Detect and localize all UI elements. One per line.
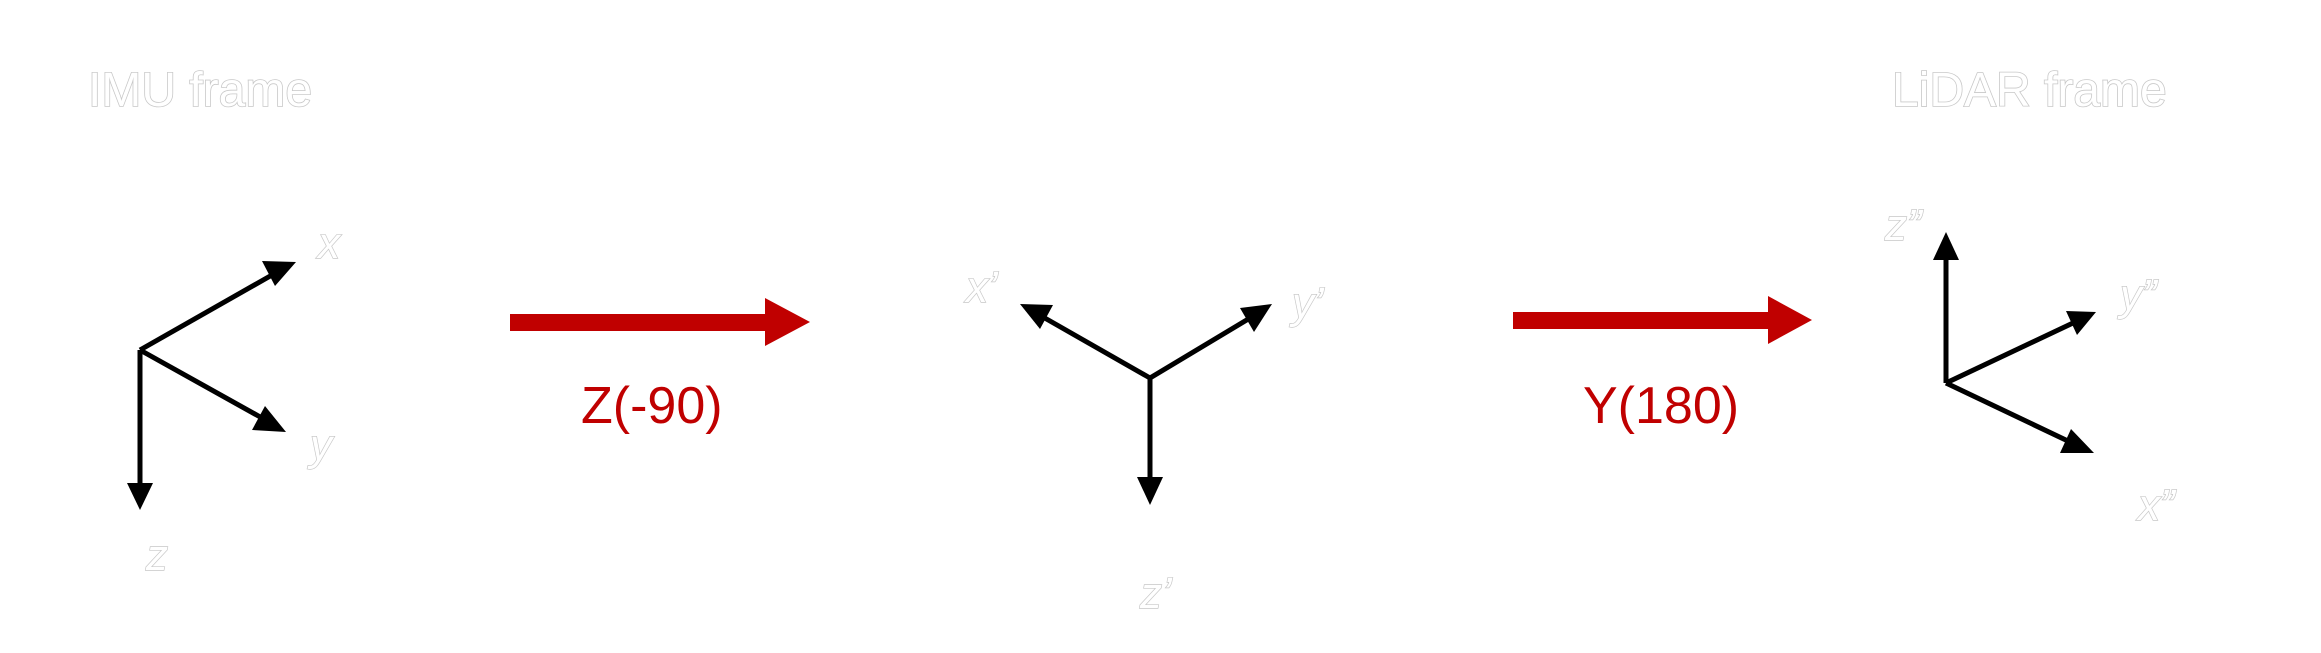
imu-y-axis: [138, 347, 264, 421]
intermediate-axes: [1020, 304, 1272, 505]
imu-x-axis: [138, 272, 274, 353]
rotation-arrow-1-shaft: [510, 314, 768, 331]
rotation-label-z: Z(-90): [581, 377, 723, 435]
intermediate-y-axis: [1148, 315, 1252, 381]
lidar-z-label: z”: [1884, 201, 1924, 250]
rotation-label-y: Y(180): [1583, 377, 1739, 435]
imu-frame-title: IMU frame: [88, 64, 312, 117]
rotation-arrow-2-head: [1768, 296, 1812, 344]
intermediate-y-label: y’: [1289, 279, 1325, 328]
imu-y-label: y: [307, 421, 335, 470]
lidar-z-arrowhead: [1933, 232, 1959, 260]
intermediate-x-label: x’: [964, 263, 999, 312]
intermediate-x-axis: [1041, 314, 1152, 381]
imu-x-label: x: [316, 219, 342, 268]
imu-z-label: z: [145, 531, 168, 580]
rotation-arrow-2: [1513, 296, 1812, 344]
intermediate-z-label: z’: [1139, 569, 1173, 618]
rotation-arrow-2-shaft: [1513, 312, 1771, 329]
lidar-x-axis: [1944, 380, 2072, 445]
imu-y-arrowhead: [252, 406, 286, 432]
intermediate-y-arrowhead: [1240, 304, 1272, 332]
lidar-frame-title: LiDAR frame: [1892, 64, 2167, 117]
imu-x-arrowhead: [262, 261, 296, 286]
intermediate-x-arrowhead: [1020, 304, 1053, 329]
rotation-arrow-1: [510, 298, 810, 346]
lidar-y-axis: [1944, 320, 2075, 386]
lidar-axes: [1933, 232, 2096, 453]
rotation-arrow-1-head: [765, 298, 810, 346]
lidar-y-label: y”: [2117, 271, 2159, 320]
lidar-x-arrowhead: [2060, 429, 2094, 453]
lidar-y-arrowhead: [2066, 311, 2096, 335]
imu-axes: [127, 261, 296, 510]
lidar-x-label: x”: [2136, 481, 2177, 530]
imu-z-arrowhead: [127, 483, 153, 510]
intermediate-z-arrowhead: [1137, 477, 1163, 505]
